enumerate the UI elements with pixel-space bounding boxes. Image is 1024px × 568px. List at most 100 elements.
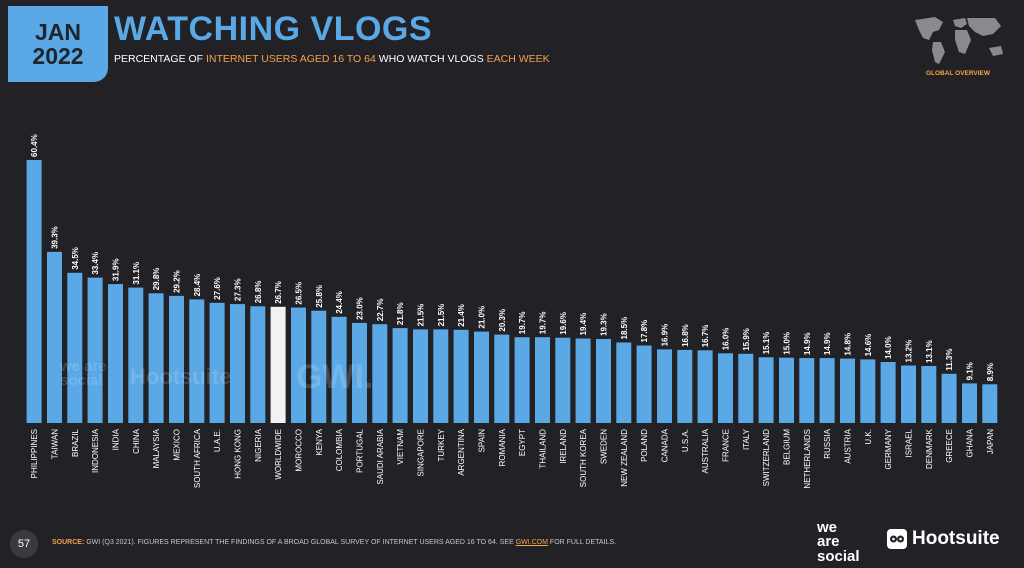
bar-austria bbox=[840, 358, 855, 423]
subtitle-part: INTERNET USERS AGED 16 TO 64 bbox=[205, 53, 376, 65]
value-label: 19.3% bbox=[600, 313, 609, 336]
value-label: 21.8% bbox=[396, 302, 405, 325]
category-label: BRAZIL bbox=[71, 428, 80, 457]
value-label: 9.1% bbox=[966, 362, 975, 380]
value-label: 16.9% bbox=[661, 324, 670, 347]
category-label: INDIA bbox=[112, 428, 121, 450]
value-label: 34.5% bbox=[71, 247, 80, 270]
category-label: FRANCE bbox=[722, 429, 731, 462]
bar-argentina bbox=[453, 329, 469, 423]
category-label: POLAND bbox=[640, 429, 649, 462]
source-link[interactable]: GWI.COM bbox=[515, 539, 548, 546]
page-subtitle: PERCENTAGE OF INTERNET USERS AGED 16 TO … bbox=[114, 53, 550, 65]
bar-thailand bbox=[535, 337, 550, 423]
category-label: MALAYSIA bbox=[152, 428, 161, 468]
value-label: 23.0% bbox=[356, 297, 365, 320]
value-label: 14.9% bbox=[823, 332, 832, 355]
bar-poland bbox=[636, 345, 652, 423]
value-label: 22.7% bbox=[376, 299, 385, 322]
value-label: 15.1% bbox=[762, 332, 771, 355]
bar-switzerland bbox=[758, 357, 774, 423]
bar-worldwide bbox=[270, 306, 286, 423]
category-label: PORTUGAL bbox=[356, 428, 365, 472]
value-label: 15.9% bbox=[742, 328, 751, 351]
value-label: 19.7% bbox=[518, 312, 527, 335]
bar-south-africa bbox=[189, 299, 205, 423]
bar-japan bbox=[982, 384, 998, 423]
category-label: CANADA bbox=[661, 428, 670, 462]
value-label: 27.3% bbox=[234, 278, 243, 301]
value-label: 26.8% bbox=[254, 281, 263, 304]
logo-word-we: we bbox=[817, 519, 838, 536]
bar-chart: 60.4% PHILIPPINES 39.3% TAIWAN 34.5% BRAZIL 33… bbox=[26, 134, 998, 489]
bar-colombia bbox=[331, 316, 347, 423]
category-label: ITALY bbox=[742, 428, 751, 450]
value-label: 29.2% bbox=[173, 270, 182, 293]
value-label: 20.3% bbox=[498, 309, 507, 332]
bar-belgium bbox=[779, 357, 794, 423]
bar-canada bbox=[657, 349, 672, 423]
value-label: 15.0% bbox=[783, 332, 792, 355]
category-label: GHANA bbox=[966, 428, 975, 457]
value-label: 14.8% bbox=[844, 333, 853, 356]
bar-spain bbox=[474, 331, 489, 423]
bar-israel bbox=[901, 365, 916, 423]
category-label: NIGERIA bbox=[254, 428, 263, 462]
value-label: 24.4% bbox=[335, 291, 344, 314]
bar-nigeria bbox=[250, 306, 266, 423]
logo-word-social: social bbox=[817, 547, 860, 565]
bar-taiwan bbox=[47, 251, 62, 423]
source-text: GWI (Q3 2021). FIGURES REPRESENT THE FIN… bbox=[84, 539, 516, 546]
value-label: 39.3% bbox=[51, 226, 60, 249]
bar-ireland bbox=[555, 337, 571, 423]
category-label: U.A.E. bbox=[213, 429, 222, 452]
bar-u-a-e- bbox=[209, 302, 225, 423]
bar-portugal bbox=[352, 322, 367, 423]
subtitle-part: EACH WEEK bbox=[486, 53, 550, 65]
category-label: HONG KONG bbox=[234, 429, 243, 479]
subtitle-part: WHO WATCH VLOGS bbox=[375, 53, 487, 65]
category-label: RUSSIA bbox=[823, 428, 832, 458]
value-label: 14.0% bbox=[884, 336, 893, 359]
category-label: SPAIN bbox=[478, 429, 487, 453]
category-label: SOUTH AFRICA bbox=[193, 428, 202, 488]
category-label: EGYPT bbox=[518, 429, 527, 456]
date-badge: JAN 2022 bbox=[8, 6, 108, 82]
category-label: NEW ZEALAND bbox=[620, 429, 629, 487]
category-label: SINGAPORE bbox=[417, 429, 426, 477]
category-label: SWITZERLAND bbox=[762, 429, 771, 487]
category-label: SWEDEN bbox=[600, 429, 609, 464]
category-label: PHILIPPINES bbox=[30, 429, 39, 478]
category-label: CHINA bbox=[132, 428, 141, 454]
category-label: THAILAND bbox=[539, 429, 548, 469]
bar-australia bbox=[697, 350, 713, 423]
bar-india bbox=[108, 284, 123, 423]
category-label: KENYA bbox=[315, 428, 324, 455]
bar-romania bbox=[494, 334, 510, 423]
category-label: GREECE bbox=[945, 429, 954, 463]
world-map-icon bbox=[905, 12, 1011, 82]
bar-hong-kong bbox=[230, 304, 245, 423]
category-label: TURKEY bbox=[437, 428, 446, 461]
value-label: 14.9% bbox=[803, 332, 812, 355]
bar-ghana bbox=[962, 383, 977, 423]
page-number: 57 bbox=[10, 530, 38, 558]
category-label: INDONESIA bbox=[91, 428, 100, 473]
category-label: BELGIUM bbox=[783, 429, 792, 465]
category-label: WORLDWIDE bbox=[274, 429, 283, 480]
bar-netherlands bbox=[799, 358, 815, 423]
bar-malaysia bbox=[148, 293, 164, 423]
value-label: 33.4% bbox=[91, 252, 100, 275]
value-label: 17.8% bbox=[640, 320, 649, 343]
category-label: MOROCCO bbox=[295, 429, 304, 472]
category-label: AUSTRALIA bbox=[701, 428, 710, 473]
value-label: 13.2% bbox=[905, 340, 914, 363]
page-title: WATCHING VLOGS bbox=[114, 10, 433, 48]
date-month: JAN bbox=[34, 18, 81, 45]
category-label: COLOMBIA bbox=[335, 428, 344, 471]
category-label: JAPAN bbox=[986, 429, 995, 454]
bar-u-s-a- bbox=[677, 349, 693, 423]
value-label: 16.7% bbox=[701, 325, 710, 348]
category-label: U.S.A. bbox=[681, 429, 690, 452]
category-label: SAUDI ARABIA bbox=[376, 428, 385, 484]
